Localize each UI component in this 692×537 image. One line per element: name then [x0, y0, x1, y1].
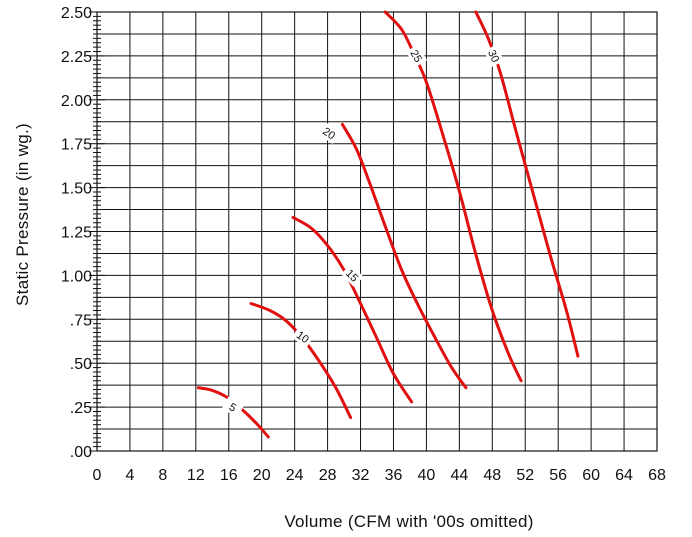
x-axis-title: Volume (CFM with '00s omitted)	[284, 512, 533, 531]
x-tick-label: 40	[418, 467, 436, 484]
x-tick-label: 64	[615, 467, 633, 484]
curve-label-background	[405, 44, 428, 68]
curve-label: 30	[485, 48, 501, 64]
curve-label: 25	[407, 48, 424, 65]
curve-30: 30	[474, 10, 580, 358]
curve-5: 5	[196, 386, 270, 439]
curve-25: 25	[383, 10, 523, 383]
x-tick-label: 48	[483, 467, 501, 484]
x-tick-label: 60	[582, 467, 600, 484]
y-tick-label: 2.00	[61, 93, 92, 110]
curve-line	[474, 10, 580, 358]
curve-label-background	[221, 396, 245, 418]
y-tick-label: 1.75	[61, 137, 92, 154]
curve-line	[249, 301, 353, 420]
curve-label-background	[340, 264, 364, 287]
x-tick-label: 0	[93, 467, 102, 484]
x-tick-label: 36	[385, 467, 403, 484]
curve-20: 20	[317, 122, 468, 390]
x-tick-label: 12	[187, 467, 205, 484]
curve-line	[340, 122, 468, 390]
y-tick-label: .50	[70, 356, 92, 373]
y-tick-label: 1.00	[61, 268, 92, 285]
y-tick-label: 2.50	[61, 5, 92, 22]
x-tick-label: 52	[516, 467, 534, 484]
curve-line	[383, 10, 523, 383]
y-tick-label: .25	[70, 400, 92, 417]
x-tick-label: 16	[220, 467, 238, 484]
x-tick-label: 32	[352, 467, 370, 484]
y-tick-labels: .00 .25 .50 .75 1.00 1.25 1.50 1.75 2.00 2.25 2.50	[61, 5, 92, 461]
x-tick-label: 24	[286, 467, 304, 484]
curve-label-background	[317, 122, 341, 145]
y-tick-label: .75	[70, 312, 92, 329]
y-tick-label: 1.50	[61, 181, 92, 198]
curve-label-background	[291, 325, 315, 348]
curve-label: 5	[227, 401, 238, 414]
curve-10: 10	[249, 301, 353, 420]
x-tick-label: 20	[253, 467, 271, 484]
y-tick-label: .00	[70, 444, 92, 461]
x-tick-label: 28	[319, 467, 337, 484]
x-tick-label: 44	[450, 467, 468, 484]
curve-label: 20	[320, 126, 337, 143]
x-tick-labels: 0 4 8 12 16 20 24 28 32 36 40 44 48 52 56 60 64 68	[93, 467, 666, 484]
curve-label-background	[483, 44, 505, 68]
y-tick-label: 1.25	[61, 225, 92, 242]
grid-lines	[96, 11, 658, 452]
curve-label: 10	[294, 329, 311, 346]
x-tick-label: 56	[549, 467, 567, 484]
y-axis-title: Static Pressure (in wg.)	[13, 123, 32, 306]
y-tick-label: 2.25	[61, 49, 92, 66]
curve-line	[291, 215, 414, 404]
plot-frame	[96, 11, 658, 452]
x-tick-label: 4	[125, 467, 134, 484]
x-tick-label: 8	[158, 467, 167, 484]
x-tick-label: 68	[648, 467, 666, 484]
